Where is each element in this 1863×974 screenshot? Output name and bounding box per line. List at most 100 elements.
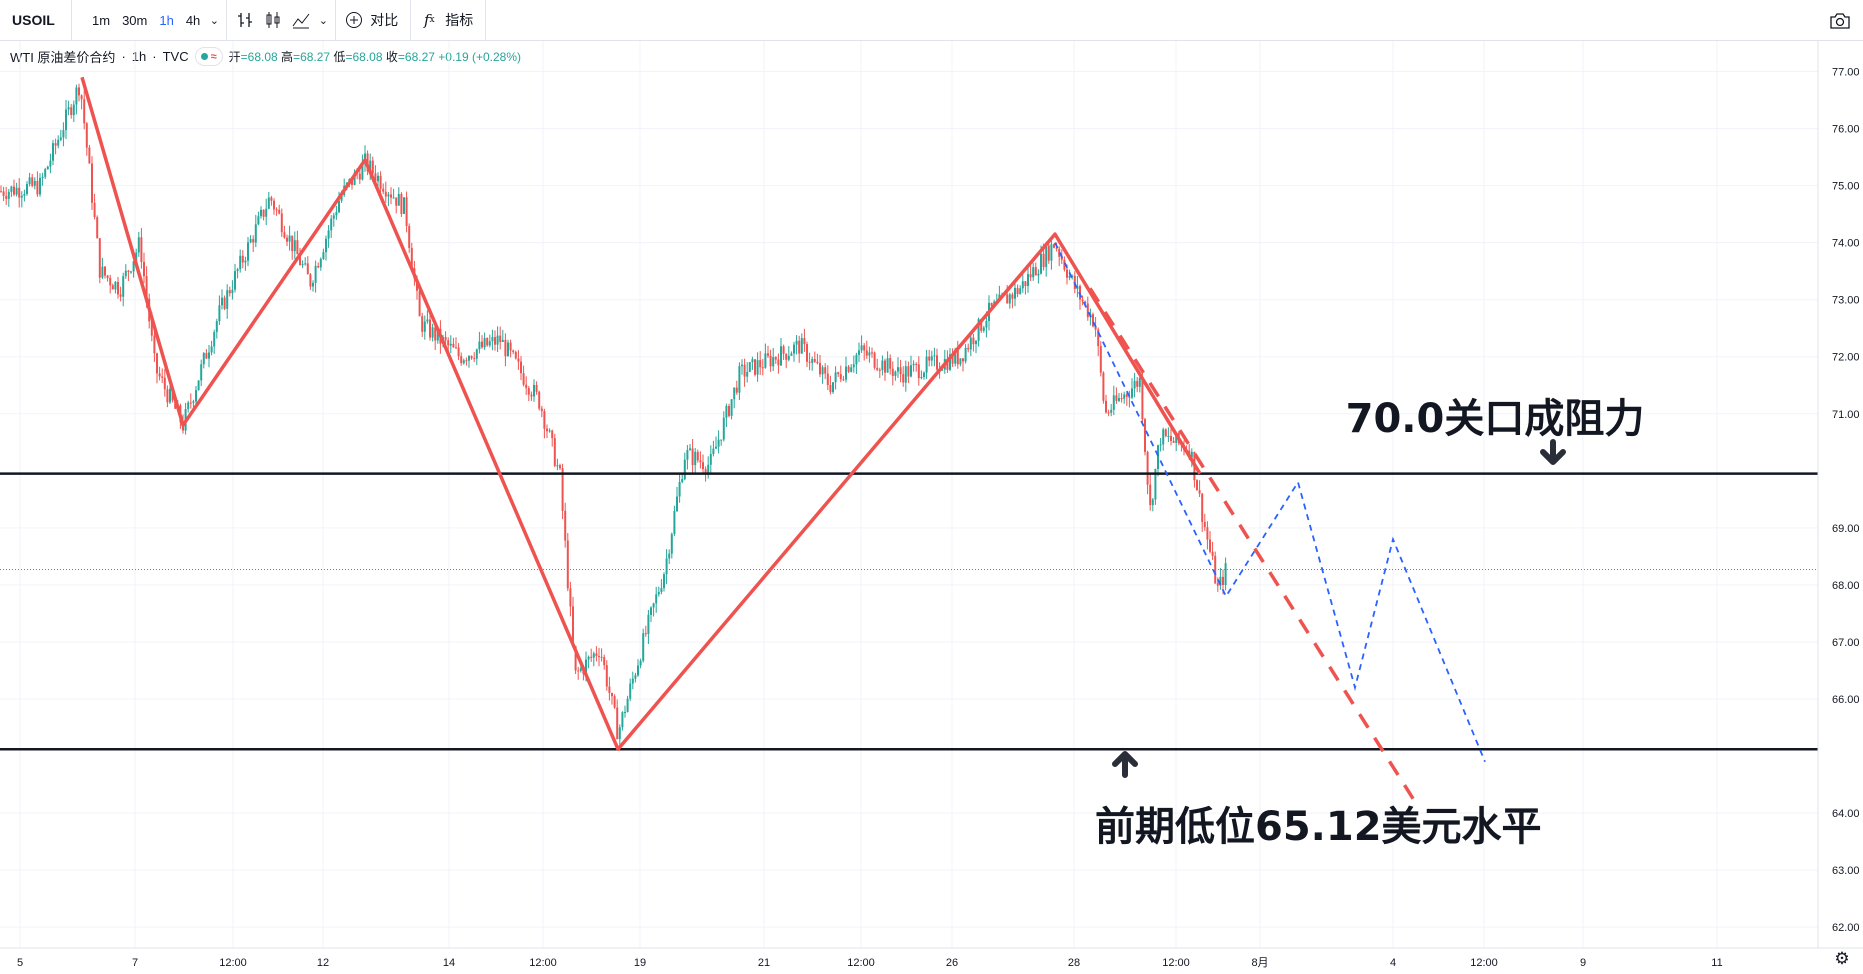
- candle-body: [858, 350, 860, 355]
- candle-body: [1172, 441, 1175, 443]
- candle-body: [676, 496, 678, 512]
- price-tick-label: 62.00: [1832, 922, 1860, 934]
- chevron-down-icon[interactable]: ⌄: [318, 14, 328, 27]
- candle-body: [1190, 451, 1193, 458]
- candle-body: [36, 180, 39, 195]
- candle-body: [611, 692, 613, 697]
- candle-body: [850, 367, 853, 372]
- candle-body: [1029, 274, 1032, 278]
- candle-body: [728, 405, 730, 416]
- candlestick-series: [0, 83, 1227, 749]
- candle-body: [132, 261, 135, 272]
- candle-body: [65, 109, 67, 131]
- candle-body: [26, 184, 28, 195]
- interval-1h[interactable]: 1h: [159, 12, 174, 28]
- interval-30m[interactable]: 30m: [122, 12, 148, 28]
- candle-body: [1086, 303, 1089, 318]
- candle-body: [468, 356, 470, 361]
- camera-icon[interactable]: [1827, 8, 1853, 34]
- candle-body: [387, 194, 390, 197]
- candle-body: [452, 343, 455, 348]
- candle-body: [683, 459, 686, 480]
- candle-body: [712, 448, 715, 455]
- interval-1m[interactable]: 1m: [92, 12, 111, 28]
- candle-body: [153, 335, 156, 354]
- candle-body: [1040, 253, 1042, 274]
- candle-body: [923, 372, 925, 378]
- candle-body: [15, 187, 18, 195]
- compare-button[interactable]: 对比: [370, 11, 399, 28]
- candle-body: [657, 592, 660, 595]
- candle-body: [1105, 400, 1107, 413]
- candle-body: [192, 401, 195, 403]
- candle-body: [273, 200, 275, 210]
- candle-body: [681, 479, 684, 482]
- candle-body: [917, 364, 920, 379]
- candle-body: [218, 305, 221, 322]
- candle-body: [985, 321, 988, 328]
- candle-body: [174, 400, 177, 409]
- candle-body: [104, 266, 106, 276]
- candle-body: [408, 226, 411, 248]
- candle-body: [548, 430, 551, 432]
- candle-body: [546, 428, 548, 432]
- candle-body: [715, 446, 717, 449]
- candle-body: [624, 712, 626, 714]
- candle-body: [891, 368, 894, 376]
- candle-body: [267, 197, 270, 209]
- candle-body: [847, 366, 850, 372]
- market-status-pill[interactable]: ≈: [194, 47, 223, 66]
- candle-body: [574, 646, 577, 671]
- candle-body: [403, 197, 405, 214]
- candle-body: [868, 352, 871, 356]
- candle-body: [767, 353, 769, 356]
- candle-body: [1024, 281, 1027, 287]
- candle-body: [280, 213, 283, 233]
- candle-body: [621, 712, 624, 728]
- chevron-down-icon[interactable]: ⌄: [209, 14, 219, 27]
- candle-body: [626, 698, 629, 713]
- price-tick-label: 76.00: [1832, 124, 1860, 136]
- candlestick-icon[interactable]: [259, 0, 287, 41]
- candle-body: [761, 367, 764, 369]
- bar-chart-icon[interactable]: [231, 0, 259, 41]
- candle-body: [798, 340, 801, 354]
- price-tick-label: 68.00: [1832, 580, 1860, 592]
- indicators-button[interactable]: 指标: [445, 11, 474, 28]
- candle-body: [106, 275, 109, 278]
- candle-body: [975, 340, 977, 345]
- bearish-dashed-line: [1088, 287, 1417, 803]
- candle-body: [377, 175, 379, 182]
- price-tick-label: 72.00: [1832, 352, 1860, 364]
- candle-body: [374, 173, 377, 182]
- interval-4h[interactable]: 4h: [185, 12, 201, 28]
- time-tick-label: 9: [1580, 957, 1586, 969]
- candle-body: [897, 367, 899, 372]
- symbol-search[interactable]: USOIL: [0, 0, 72, 41]
- candle-body: [665, 558, 668, 575]
- candle-body: [241, 255, 244, 263]
- candle-body: [319, 258, 322, 268]
- candle-body: [839, 374, 842, 380]
- price-tick-label: 75.00: [1832, 181, 1860, 193]
- candle-body: [265, 208, 268, 217]
- projection-path: [1054, 242, 1486, 763]
- candle-body: [525, 384, 528, 389]
- area-chart-icon[interactable]: [287, 0, 315, 41]
- settings-gear-icon[interactable]: ⚙: [1834, 949, 1850, 968]
- candle-body: [127, 270, 130, 272]
- candle-body: [928, 356, 931, 361]
- candle-body: [741, 364, 743, 367]
- candle-body: [1159, 444, 1162, 446]
- candle-body: [533, 384, 535, 397]
- candle-body: [860, 345, 863, 351]
- candle-body: [553, 438, 556, 466]
- candle-body: [605, 665, 608, 687]
- candle-body: [486, 338, 489, 346]
- candle-body: [585, 659, 587, 674]
- candle-body: [837, 372, 840, 375]
- candle-body: [291, 235, 294, 252]
- compare-plus-icon[interactable]: [340, 0, 368, 41]
